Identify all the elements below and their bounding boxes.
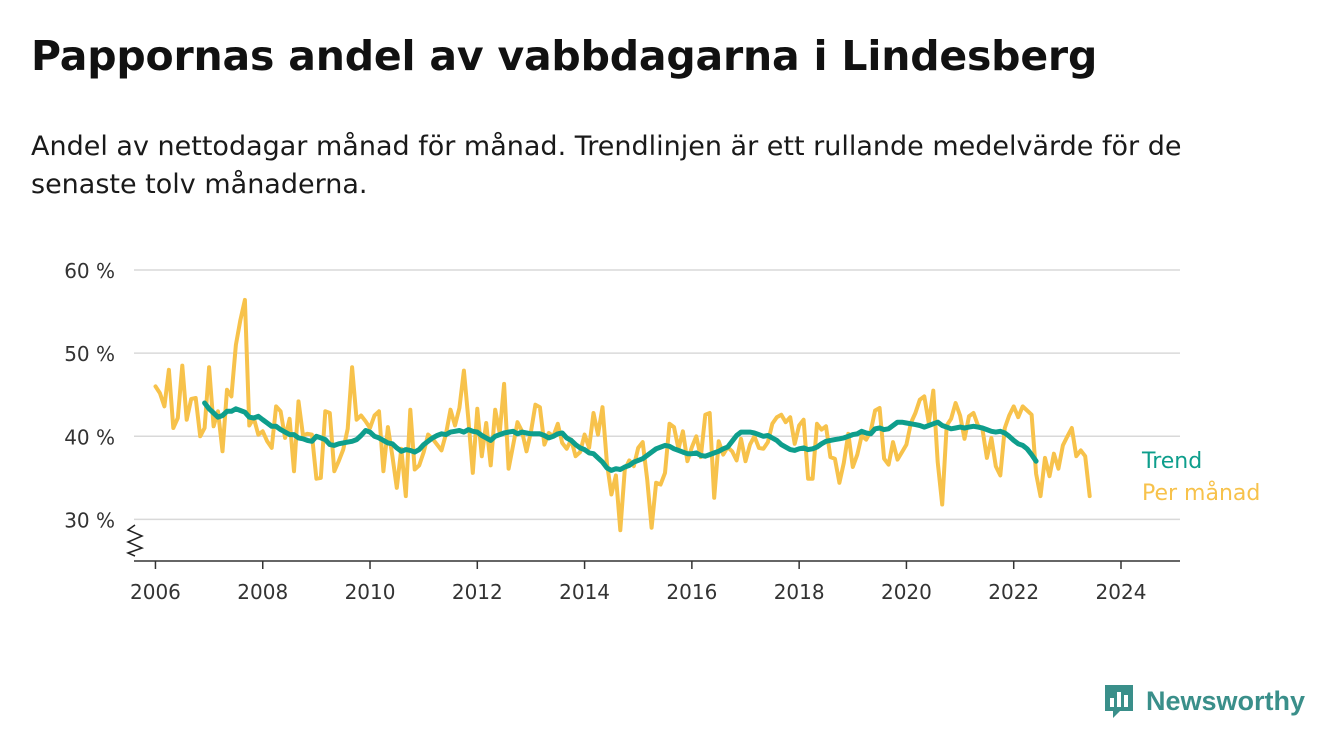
y-tick-label: 60 % — [64, 259, 115, 283]
x-tick-label: 2010 — [345, 580, 396, 604]
series-label-trend: Trend — [1141, 449, 1202, 474]
x-tick-label: 2024 — [1096, 580, 1147, 604]
x-tick-label: 2016 — [666, 580, 717, 604]
series-labels: Trend Per månad — [1141, 449, 1260, 506]
x-tick-label: 2014 — [559, 580, 610, 604]
page-title: Pappornas andel av vabbdagarna i Lindesb… — [31, 32, 1098, 80]
y-tick-label: 40 % — [64, 425, 115, 449]
newsworthy-logo-icon — [1105, 685, 1133, 718]
brand-name: Newsworthy — [1146, 685, 1306, 716]
x-tick-label: 2018 — [774, 580, 825, 604]
x-axis-ticks: 2006 2008 2010 2012 2014 2016 2018 2020 2022 2024 — [130, 561, 1146, 604]
x-tick-label: 2008 — [237, 580, 288, 604]
x-axis — [125, 524, 1180, 562]
chart-subtitle: Andel av nettodagar månad för månad. Tre… — [31, 131, 1182, 200]
grid-layer — [134, 269, 1180, 521]
series-label-per-manad: Per månad — [1142, 480, 1260, 506]
x-tick-label: 2012 — [452, 580, 503, 604]
x-tick-label: 2006 — [130, 580, 181, 604]
series-line-per-manad — [153, 297, 1092, 533]
series-line-trend — [202, 400, 1039, 473]
y-tick-label: 30 % — [64, 508, 115, 532]
y-tick-label: 50 % — [64, 342, 115, 366]
newsworthy-brand[interactable]: Newsworthy — [1102, 683, 1305, 719]
y-axis-labels: 30 % 40 % 50 % 60 % — [64, 259, 115, 532]
axis-break-icon — [125, 524, 145, 557]
x-tick-label: 2022 — [988, 580, 1039, 604]
x-tick-label: 2020 — [881, 580, 932, 604]
series-layer — [153, 297, 1092, 533]
